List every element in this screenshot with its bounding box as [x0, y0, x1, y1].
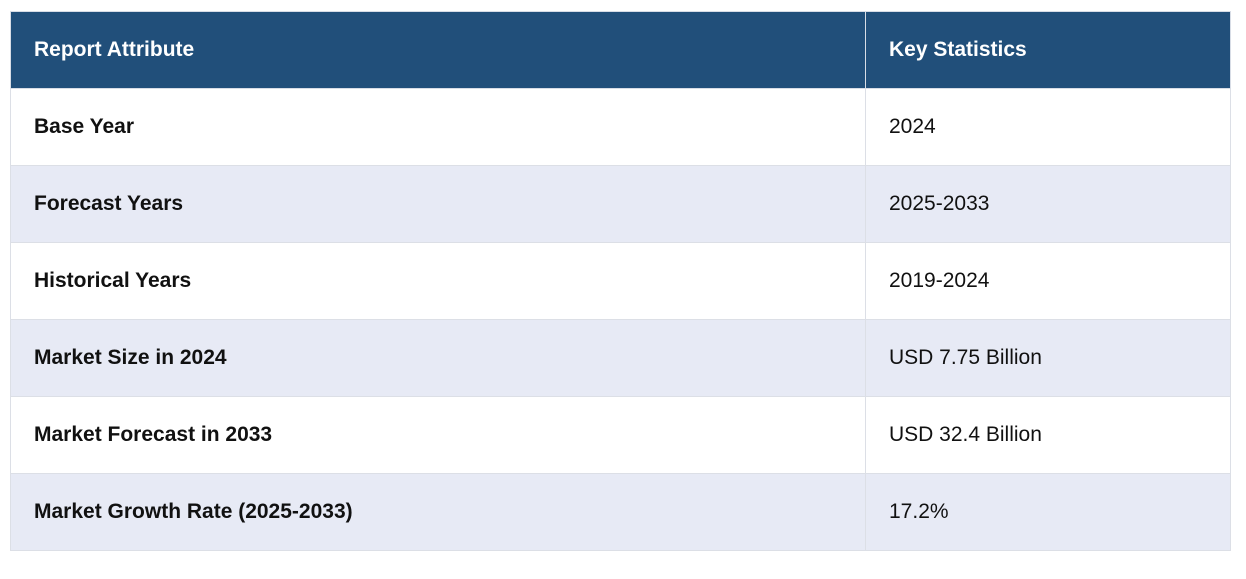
attribute-cell: Forecast Years [10, 165, 866, 243]
table-body: Base Year 2024 Forecast Years 2025-2033 Hist… [10, 88, 1231, 551]
table-row: Forecast Years 2025-2033 [10, 165, 1231, 243]
header-cell: Key Statistics [865, 11, 1231, 89]
stats-table: Report Attribute Key Statistics Base Year… [10, 11, 1231, 551]
attribute-cell: Base Year [10, 88, 866, 166]
value-cell: 2024 [865, 88, 1231, 166]
value-cell: USD 32.4 Billion [865, 396, 1231, 474]
attribute-cell: Market Growth Rate (2025-2033) [10, 473, 866, 551]
value-cell: 2025-2033 [865, 165, 1231, 243]
table-row: Base Year 2024 [10, 88, 1231, 166]
table-row: Market Forecast in 2033 USD 32.4 Billion [10, 396, 1231, 474]
header-cell: Report Attribute [10, 11, 866, 89]
table-row: Market Size in 2024 USD 7.75 Billion [10, 319, 1231, 397]
attribute-cell: Market Forecast in 2033 [10, 396, 866, 474]
value-cell: 17.2% [865, 473, 1231, 551]
value-cell: 2019-2024 [865, 242, 1231, 320]
table-row: Market Growth Rate (2025-2033) 17.2% [10, 473, 1231, 551]
value-cell: USD 7.75 Billion [865, 319, 1231, 397]
attribute-cell: Market Size in 2024 [10, 319, 866, 397]
table-row: Historical Years 2019-2024 [10, 242, 1231, 320]
attribute-cell: Historical Years [10, 242, 866, 320]
header-row: Report Attribute Key Statistics [10, 11, 1231, 89]
